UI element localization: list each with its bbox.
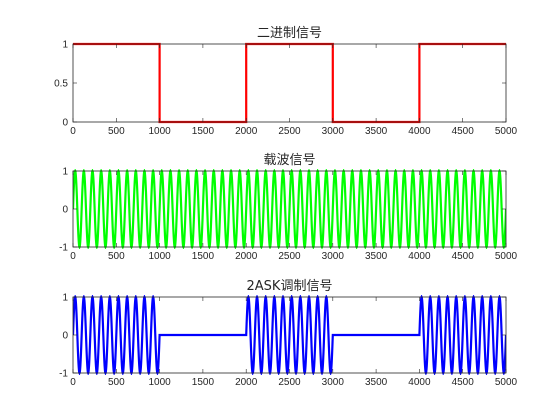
x-tick-label: 3500 <box>365 377 388 388</box>
y-tick-label: 0 <box>62 205 68 216</box>
x-tick-label: 5000 <box>495 377 518 388</box>
y-tick-label: -1 <box>59 369 68 380</box>
y-tick-label: 1 <box>62 293 68 304</box>
x-tick-label: 0 <box>70 377 76 388</box>
panel-carrier-signal: 载波信号 0 500 1000 1500 2000 2500 3000 3500 4000 450… <box>59 153 517 262</box>
x-tick-label: 4000 <box>408 377 431 388</box>
x-tick-label: 5000 <box>495 251 518 262</box>
series-line <box>73 169 506 249</box>
x-tick-label: 1000 <box>148 251 171 262</box>
x-tick-label: 3000 <box>322 377 345 388</box>
panel-title: 载波信号 <box>263 153 315 168</box>
y-tick-label: 0 <box>62 118 68 129</box>
series-line <box>73 295 506 375</box>
y-tick-label: 1 <box>62 167 68 178</box>
x-tick-label: 4500 <box>452 377 475 388</box>
y-tick-label: 0 <box>62 331 68 342</box>
x-tick-label: 0 <box>70 251 76 262</box>
x-tick-label: 2000 <box>235 377 258 388</box>
x-tick-label: 3000 <box>322 251 345 262</box>
y-tick-label: 1 <box>62 40 68 51</box>
x-tick-label: 4000 <box>408 251 431 262</box>
x-tick-label: 500 <box>108 377 125 388</box>
y-tick-label: -1 <box>59 243 68 254</box>
axes-box <box>72 43 507 123</box>
x-tick-label: 2000 <box>235 251 258 262</box>
x-tick-label: 0 <box>70 126 76 137</box>
x-tick-label: 1500 <box>192 251 215 262</box>
x-tick-label: 3000 <box>322 126 345 137</box>
panel-binary-signal: 二进制信号 0 500 1000 1500 2000 2500 3000 3500 4000 45… <box>54 26 517 137</box>
x-tick-label: 5000 <box>495 126 518 137</box>
x-tick-label: 4500 <box>452 251 475 262</box>
x-tick-label: 500 <box>108 126 125 137</box>
x-tick-label: 1000 <box>148 126 171 137</box>
x-tick-label: 2500 <box>278 126 301 137</box>
panel-2ask-signal: 2ASK调制信号 0 500 1000 1500 2000 2500 3000 3500 400… <box>59 279 517 388</box>
x-tick-label: 500 <box>108 251 125 262</box>
series-line <box>73 42 506 124</box>
x-tick-label: 3500 <box>365 126 388 137</box>
x-tick-label: 4000 <box>408 126 431 137</box>
x-tick-label: 1500 <box>192 377 215 388</box>
x-tick-label: 1000 <box>148 377 171 388</box>
x-tick-label: 2500 <box>278 251 301 262</box>
x-tick-label: 1500 <box>192 126 215 137</box>
x-tick-label: 2500 <box>278 377 301 388</box>
y-tick-label: 0.5 <box>54 79 68 90</box>
x-tick-label: 2000 <box>235 126 258 137</box>
panel-title: 2ASK调制信号 <box>247 279 333 294</box>
x-tick-label: 4500 <box>452 126 475 137</box>
panel-title: 二进制信号 <box>257 26 322 41</box>
x-tick-label: 3500 <box>365 251 388 262</box>
